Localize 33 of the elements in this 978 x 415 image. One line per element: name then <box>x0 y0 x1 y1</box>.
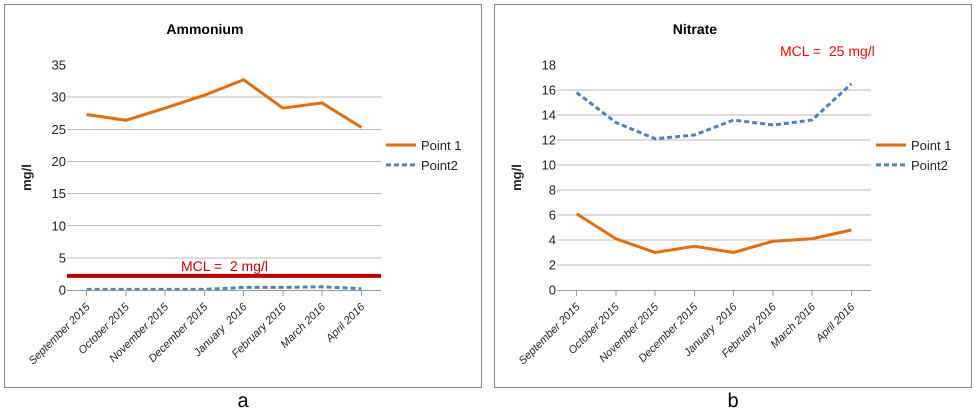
y-axis-title: mg/l <box>509 164 524 191</box>
y-tick-label: 30 <box>52 90 66 105</box>
line-series <box>85 78 363 129</box>
chart-title: Nitrate <box>672 20 718 37</box>
y-tick-label: 18 <box>542 58 556 73</box>
y-tick-label: 14 <box>542 108 556 123</box>
y-tick-label: 20 <box>52 154 66 169</box>
legend-label: Point2 <box>421 158 458 173</box>
y-tick-label: 16 <box>542 82 556 98</box>
y-tick-label: 12 <box>542 132 556 148</box>
legend-label: Point 1 <box>911 138 952 154</box>
y-tick-label: 2 <box>548 258 556 273</box>
y-tick-label: 6 <box>548 208 556 223</box>
chart-title: Ammonium <box>166 20 244 37</box>
y-tick-label: 10 <box>542 158 556 173</box>
text: a <box>236 390 250 413</box>
line-series <box>575 82 853 140</box>
y-tick-label: 25 <box>52 122 66 137</box>
y-axis-title: mg/l <box>19 164 34 191</box>
y-tick-label: 15 <box>52 186 66 202</box>
legend-label: Point2 <box>911 158 948 173</box>
y-tick-label: 0 <box>548 282 556 298</box>
y-tick-label: 0 <box>58 282 66 298</box>
y-tick-label: 4 <box>548 232 556 248</box>
text: MCL = 25 mg/l <box>780 43 875 59</box>
y-tick-label: 35 <box>52 58 66 73</box>
y-tick-label: 8 <box>548 182 556 198</box>
legend-label: Point 1 <box>421 138 462 154</box>
ref-line-label: MCL = 2 mg/l <box>181 258 268 274</box>
y-tick-label: 10 <box>52 218 66 234</box>
line-series <box>575 212 853 254</box>
y-tick-label: 5 <box>58 250 66 266</box>
text: b <box>726 390 740 413</box>
